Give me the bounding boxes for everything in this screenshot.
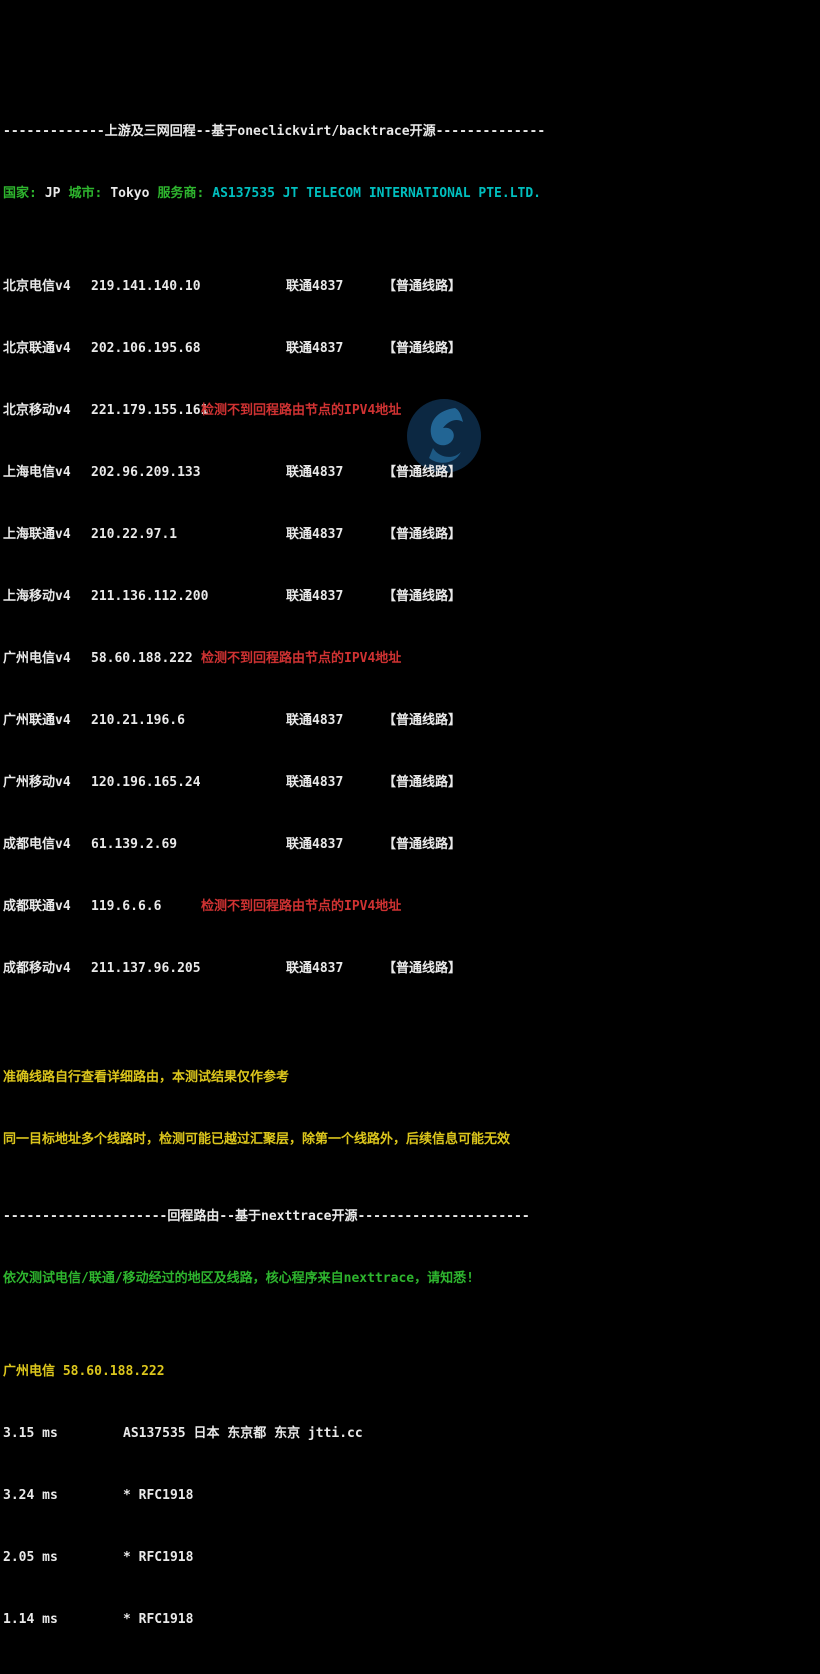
notes-block: 准确线路自行查看详细路由，本测试结果仅作参考 同一目标地址多个线路时，检测可能已… — [3, 1039, 820, 1163]
node-ip: 211.136.112.200 — [91, 589, 208, 605]
node-name: 成都移动v4 — [3, 961, 71, 976]
trace-hop-row: 3.24 ms * RFC1918 — [3, 1488, 820, 1504]
node-ip: 211.137.96.205 — [91, 961, 201, 977]
backtrace-row: 广州移动v4 120.196.165.24 联通4837 【普通线路】 — [3, 775, 820, 791]
city-label: 城市: — [68, 186, 102, 201]
line-type: 【普通线路】 — [383, 341, 461, 357]
trace-hop-row: 1.14 ms * RFC1918 — [3, 1612, 820, 1628]
backtrace-row: 北京联通v4 202.106.195.68 联通4837 【普通线路】 — [3, 341, 820, 357]
note-line: 同一目标地址多个线路时，检测可能已越过汇聚层，除第一个线路外，后续信息可能无效 — [3, 1132, 820, 1148]
line-type: 【普通线路】 — [383, 589, 461, 605]
node-name: 上海联通v4 — [3, 527, 71, 542]
backtrace-row: 北京电信v4 219.141.140.10 联通4837 【普通线路】 — [3, 279, 820, 295]
node-ip: 221.179.155.161 — [91, 403, 208, 419]
node-name: 广州联通v4 — [3, 713, 71, 728]
country-label: 国家: — [3, 186, 37, 201]
trace-hop-row: 2.05 ms * RFC1918 — [3, 1550, 820, 1566]
hop-info: * RFC1918 — [123, 1612, 193, 1628]
node-ip: 120.196.165.24 — [91, 775, 201, 791]
node-ip: 210.21.196.6 — [91, 713, 185, 729]
node-ip: 58.60.188.222 — [91, 651, 193, 667]
route-tag: 联通4837 — [286, 961, 343, 977]
geo-line: 国家: JP 城市: Tokyo 服务商: AS137535 JT TELECOM INT… — [3, 186, 820, 202]
node-name: 广州移动v4 — [3, 775, 71, 790]
route-section-title: ---------------------回程路由--基于nexttrace开源… — [3, 1209, 820, 1225]
node-name: 上海移动v4 — [3, 589, 71, 604]
line-type: 【普通线路】 — [383, 279, 461, 295]
route-tag: 联通4837 — [286, 589, 343, 605]
backtrace-row: 上海移动v4 211.136.112.200 联通4837 【普通线路】 — [3, 589, 820, 605]
node-name: 广州电信v4 — [3, 651, 71, 666]
hop-info: AS137535 日本 东京都 东京 jtti.cc — [123, 1426, 363, 1442]
route-error-message: 检测不到回程路由节点的IPV4地址 — [201, 651, 401, 667]
line-type: 【普通线路】 — [383, 961, 461, 977]
backtrace-row: 广州联通v4 210.21.196.6 联通4837 【普通线路】 — [3, 713, 820, 729]
hop-info: * RFC1918 — [123, 1488, 193, 1504]
node-name: 上海电信v4 — [3, 465, 71, 480]
node-name: 成都电信v4 — [3, 837, 71, 852]
route-tag: 联通4837 — [286, 341, 343, 357]
terminal-window: -------------上游及三网回程--基于oneclickvirt/bac… — [0, 0, 820, 837]
node-ip: 202.106.195.68 — [91, 341, 201, 357]
trace-hop-row: 3.15 ms AS137535 日本 东京都 东京 jtti.cc — [3, 1426, 820, 1442]
backtrace-row: 上海电信v4 202.96.209.133 联通4837 【普通线路】 — [3, 465, 820, 481]
node-name: 北京联通v4 — [3, 341, 71, 356]
backtrace-row: 上海联通v4 210.22.97.1 联通4837 【普通线路】 — [3, 527, 820, 543]
backtrace-row: 成都联通v4 119.6.6.6 检测不到回程路由节点的IPV4地址 — [3, 899, 820, 915]
isp-label: 服务商: — [157, 186, 204, 201]
backtrace-row: 广州电信v4 58.60.188.222 检测不到回程路由节点的IPV4地址 — [3, 651, 820, 667]
node-ip: 210.22.97.1 — [91, 527, 177, 543]
city-value: Tokyo — [110, 186, 149, 201]
line-type: 【普通线路】 — [383, 837, 461, 853]
backtrace-table: 北京电信v4 219.141.140.10 联通4837 【普通线路】 北京联通v4 2… — [3, 248, 820, 992]
node-ip: 219.141.140.10 — [91, 279, 201, 295]
node-ip: 119.6.6.6 — [91, 899, 161, 915]
note-line: 准确线路自行查看详细路由，本测试结果仅作参考 — [3, 1070, 820, 1086]
line-type: 【普通线路】 — [383, 527, 461, 543]
backtrace-row: 成都移动v4 211.137.96.205 联通4837 【普通线路】 — [3, 961, 820, 977]
node-name: 北京移动v4 — [3, 403, 71, 418]
terminal-content: -------------上游及三网回程--基于oneclickvirt/bac… — [0, 78, 820, 1674]
line-type: 【普通线路】 — [383, 713, 461, 729]
route-tag: 联通4837 — [286, 465, 343, 481]
hop-latency: 3.24 ms — [3, 1488, 58, 1503]
trace-title: 广州电信 58.60.188.222 — [3, 1364, 820, 1380]
route-tag: 联通4837 — [286, 279, 343, 295]
hop-info: * RFC1918 — [123, 1550, 193, 1566]
node-name: 北京电信v4 — [3, 279, 71, 294]
isp-value: AS137535 JT TELECOM INTERNATIONAL PTE.LT… — [212, 186, 541, 201]
traces-block: 广州电信 58.60.188.222 3.15 ms AS137535 日本 东京… — [3, 1333, 820, 1674]
hop-latency: 3.15 ms — [3, 1426, 58, 1441]
route-error-message: 检测不到回程路由节点的IPV4地址 — [201, 899, 401, 915]
node-ip: 202.96.209.133 — [91, 465, 201, 481]
route-tag: 联通4837 — [286, 775, 343, 791]
route-tag: 联通4837 — [286, 837, 343, 853]
node-name: 成都联通v4 — [3, 899, 71, 914]
line-type: 【普通线路】 — [383, 775, 461, 791]
line-type: 【普通线路】 — [383, 465, 461, 481]
route-tag: 联通4837 — [286, 713, 343, 729]
hop-latency: 1.14 ms — [3, 1612, 58, 1627]
backtrace-title: -------------上游及三网回程--基于oneclickvirt/bac… — [3, 124, 820, 140]
country-value: JP — [45, 186, 61, 201]
route-error-message: 检测不到回程路由节点的IPV4地址 — [201, 403, 401, 419]
route-tag: 联通4837 — [286, 527, 343, 543]
hop-latency: 2.05 ms — [3, 1550, 58, 1565]
backtrace-row: 成都电信v4 61.139.2.69 联通4837 【普通线路】 — [3, 837, 820, 853]
node-ip: 61.139.2.69 — [91, 837, 177, 853]
route-section-note: 依次测试电信/联通/移动经过的地区及线路，核心程序来自nexttrace，请知悉… — [3, 1271, 820, 1287]
